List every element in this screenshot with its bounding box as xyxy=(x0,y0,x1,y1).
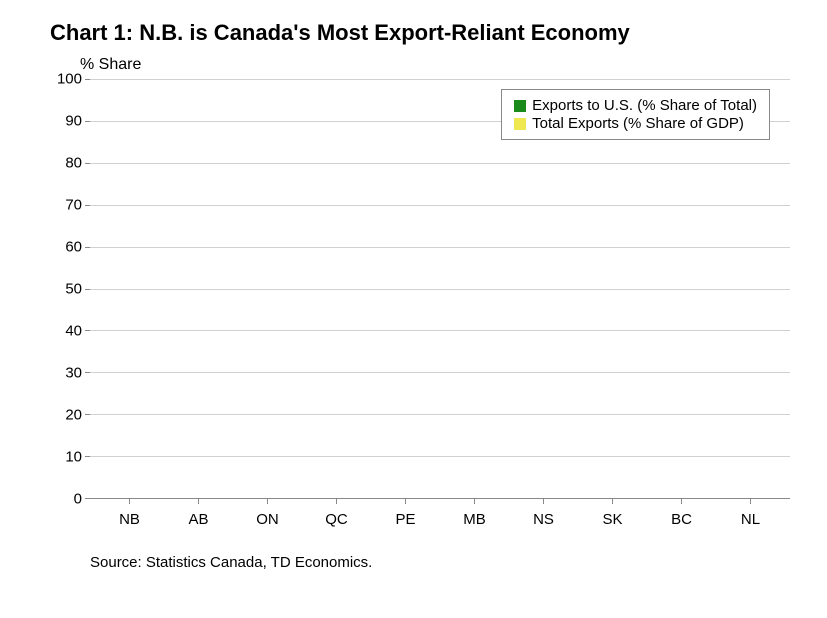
y-axis-label: % Share xyxy=(80,56,797,74)
x-tick-label: AB xyxy=(164,511,233,528)
y-tick-label: 90 xyxy=(65,113,82,130)
x-tick-label: MB xyxy=(440,511,509,528)
legend-item: Exports to U.S. (% Share of Total) xyxy=(514,97,757,114)
x-axis: NBABONQCPEMBNSSKBCNL xyxy=(90,511,790,528)
legend-swatch-icon xyxy=(514,100,526,112)
legend-label: Exports to U.S. (% Share of Total) xyxy=(532,97,757,114)
source-note: Source: Statistics Canada, TD Economics. xyxy=(90,554,797,571)
chart-container: Chart 1: N.B. is Canada's Most Export-Re… xyxy=(0,0,827,618)
x-tick-mark xyxy=(336,499,337,504)
x-tick-mark xyxy=(267,499,268,504)
y-tick-label: 60 xyxy=(65,239,82,256)
y-tick-label: 40 xyxy=(65,323,82,340)
x-tick-marks xyxy=(90,499,790,504)
y-tick-label: 80 xyxy=(65,155,82,172)
x-tick-label: NB xyxy=(95,511,164,528)
x-tick-label: BC xyxy=(647,511,716,528)
y-tick-label: 10 xyxy=(65,449,82,466)
x-tick-mark xyxy=(474,499,475,504)
legend-swatch-icon xyxy=(514,118,526,130)
x-tick-label: PE xyxy=(371,511,440,528)
bars-area xyxy=(90,79,790,499)
x-tick-mark xyxy=(198,499,199,504)
legend: Exports to U.S. (% Share of Total) Total… xyxy=(501,89,770,140)
y-tick-label: 50 xyxy=(65,281,82,298)
legend-label: Total Exports (% Share of GDP) xyxy=(532,115,744,132)
plot-area: Exports to U.S. (% Share of Total) Total… xyxy=(50,79,790,499)
x-tick-mark xyxy=(681,499,682,504)
x-tick-label: SK xyxy=(578,511,647,528)
legend-item: Total Exports (% Share of GDP) xyxy=(514,115,757,132)
y-tick-label: 0 xyxy=(74,491,82,508)
y-tick-label: 20 xyxy=(65,407,82,424)
x-tick-mark xyxy=(750,499,751,504)
y-tick-label: 30 xyxy=(65,365,82,382)
y-tick-label: 70 xyxy=(65,197,82,214)
x-tick-mark xyxy=(612,499,613,504)
chart-title: Chart 1: N.B. is Canada's Most Export-Re… xyxy=(50,20,797,46)
x-tick-label: NL xyxy=(716,511,785,528)
x-tick-mark xyxy=(129,499,130,504)
y-axis: 0102030405060708090100 xyxy=(50,79,90,499)
x-tick-mark xyxy=(543,499,544,504)
x-tick-label: QC xyxy=(302,511,371,528)
x-tick-label: NS xyxy=(509,511,578,528)
x-tick-label: ON xyxy=(233,511,302,528)
y-tick-label: 100 xyxy=(57,71,82,88)
x-tick-mark xyxy=(405,499,406,504)
